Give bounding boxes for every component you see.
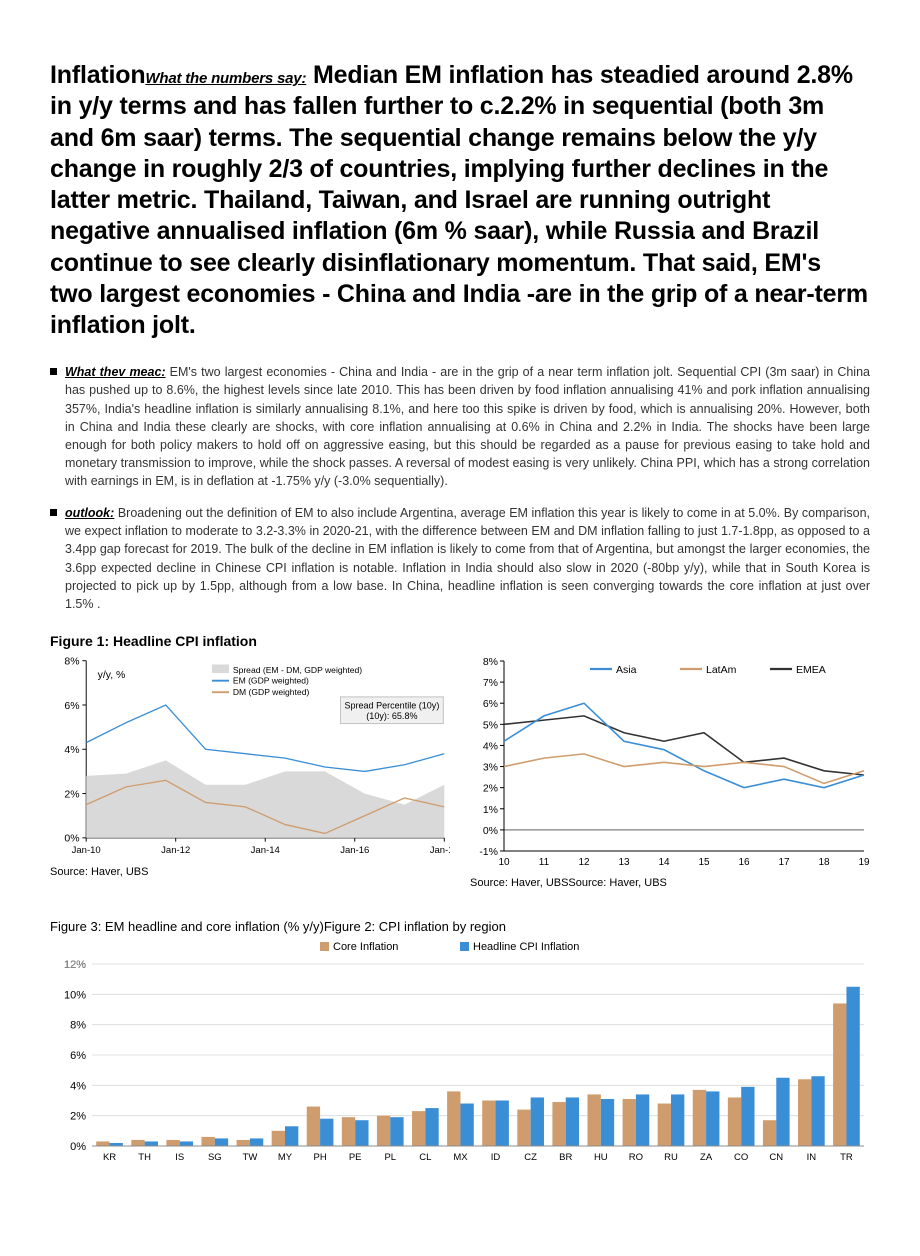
svg-text:Headline CPI Inflation: Headline CPI Inflation	[473, 941, 579, 953]
svg-text:Core Inflation: Core Inflation	[333, 941, 398, 953]
svg-text:15: 15	[698, 857, 710, 868]
svg-text:Jan-12: Jan-12	[161, 845, 190, 856]
headline-tag: What the numbers say:	[145, 70, 306, 87]
headline-block: InflationWhat the numbers say: Median EM…	[50, 60, 870, 341]
figure3-title: Figure 3: EM headline and core inflation…	[50, 919, 870, 936]
svg-text:Spread Percentile (10y): Spread Percentile (10y)	[344, 700, 439, 710]
bullet-text: Broadening out the definition of EM to a…	[65, 506, 870, 611]
headline-body: Median EM inflation has steadied around …	[50, 61, 868, 339]
svg-text:LatAm: LatAm	[706, 664, 737, 676]
svg-text:TW: TW	[243, 1152, 258, 1163]
svg-text:ID: ID	[491, 1152, 501, 1163]
svg-text:Jan-18: Jan-18	[430, 845, 450, 856]
svg-text:PH: PH	[313, 1152, 326, 1163]
svg-text:0%: 0%	[70, 1141, 86, 1153]
svg-text:18: 18	[818, 857, 830, 868]
bullet-body: outlook: Broadening out the definition o…	[65, 504, 870, 613]
svg-text:-1%: -1%	[479, 846, 498, 858]
svg-text:4%: 4%	[483, 740, 498, 752]
svg-text:12: 12	[578, 857, 590, 868]
svg-text:MX: MX	[453, 1152, 468, 1163]
svg-text:CZ: CZ	[524, 1152, 537, 1163]
bullet-body: What thev meac: EM's two largest economi…	[65, 363, 870, 490]
figure1-left-chart: 0% 2% 4% 6% 8% Jan-10 Jan-12 Jan-14 Jan-16 Jan-18…	[50, 655, 450, 865]
svg-text:RU: RU	[664, 1152, 678, 1163]
svg-text:8%: 8%	[64, 656, 79, 667]
svg-text:10%: 10%	[64, 989, 86, 1001]
figure1-right-wrap: -1% 0% 1% 2% 3% 4% 5% 6% 7% 8% 10 11 12 13 14 15 16 17 18 1…	[470, 655, 870, 891]
svg-text:6%: 6%	[64, 701, 79, 712]
svg-text:8%: 8%	[70, 1019, 86, 1031]
svg-text:EMEA: EMEA	[796, 664, 826, 676]
figure3-chart: 0%2%4%6%8%10%12%12%KRTHISSGTWMYPHPEPLCLM…	[50, 936, 870, 1166]
svg-text:0%: 0%	[483, 825, 498, 837]
svg-text:16: 16	[738, 857, 750, 868]
svg-text:ZA: ZA	[700, 1152, 713, 1163]
bullet-text: EM's two largest economies - China and I…	[65, 365, 870, 488]
svg-text:HU: HU	[594, 1152, 608, 1163]
svg-text:4%: 4%	[64, 745, 79, 756]
svg-text:RO: RO	[629, 1152, 643, 1163]
svg-text:2%: 2%	[70, 1110, 86, 1122]
svg-text:17: 17	[778, 857, 790, 868]
svg-text:1%: 1%	[483, 804, 498, 816]
svg-text:7%: 7%	[483, 677, 498, 689]
svg-text:PL: PL	[384, 1152, 396, 1163]
figure1-right-chart: -1% 0% 1% 2% 3% 4% 5% 6% 7% 8% 10 11 12 13 14 15 16 17 18 1…	[470, 655, 870, 875]
svg-text:2%: 2%	[64, 789, 79, 800]
svg-text:BR: BR	[559, 1152, 572, 1163]
headline-prefix: Inflation	[50, 61, 145, 89]
svg-text:Jan-16: Jan-16	[340, 845, 369, 856]
svg-text:CO: CO	[734, 1152, 748, 1163]
svg-text:DM (GDP weighted): DM (GDP weighted)	[233, 687, 310, 697]
svg-text:4%: 4%	[70, 1080, 86, 1092]
svg-text:CL: CL	[419, 1152, 431, 1163]
figure1-left-source: Source: Haver, UBS	[50, 866, 450, 880]
svg-text:3%: 3%	[483, 761, 498, 773]
svg-text:CN: CN	[769, 1152, 783, 1163]
svg-text:Spread (EM - DM, GDP weighted): Spread (EM - DM, GDP weighted)	[233, 665, 362, 675]
svg-text:11: 11	[539, 857, 550, 868]
figure1-title: Figure 1: Headline CPI inflation	[50, 633, 870, 649]
svg-text:Jan-10: Jan-10	[72, 845, 101, 856]
figure3-wrap: 0%2%4%6%8%10%12%12%KRTHISSGTWMYPHPEPLCLM…	[50, 936, 870, 1166]
svg-text:PE: PE	[349, 1152, 362, 1163]
svg-text:MY: MY	[278, 1152, 293, 1163]
svg-text:2%: 2%	[483, 783, 498, 795]
svg-text:EM (GDP weighted): EM (GDP weighted)	[233, 675, 309, 685]
svg-text:12%: 12%	[64, 959, 86, 971]
svg-text:5%: 5%	[483, 719, 498, 731]
svg-text:y/y, %: y/y, %	[98, 670, 126, 681]
svg-text:8%: 8%	[483, 656, 498, 668]
bullet-tag: outlook:	[65, 506, 114, 520]
svg-text:10: 10	[498, 857, 510, 868]
bullet-outlook: outlook: Broadening out the definition o…	[50, 504, 870, 613]
svg-text:Asia: Asia	[616, 664, 637, 676]
figure1-right-source: Source: Haver, UBSSource: Haver, UBS	[470, 877, 870, 891]
svg-text:6%: 6%	[70, 1050, 86, 1062]
svg-text:Jan-14: Jan-14	[251, 845, 281, 856]
bullet-marker-icon	[50, 509, 57, 516]
svg-text:14: 14	[658, 857, 670, 868]
svg-text:0%: 0%	[64, 834, 79, 845]
figure1-row: 0% 2% 4% 6% 8% Jan-10 Jan-12 Jan-14 Jan-16 Jan-18…	[50, 655, 870, 891]
svg-text:TH: TH	[138, 1152, 151, 1163]
svg-text:13: 13	[618, 857, 630, 868]
svg-text:IS: IS	[175, 1152, 184, 1163]
figure1-left-wrap: 0% 2% 4% 6% 8% Jan-10 Jan-12 Jan-14 Jan-16 Jan-18…	[50, 655, 450, 891]
svg-text:19: 19	[858, 857, 870, 868]
svg-text:TR: TR	[840, 1152, 853, 1163]
bullet-tag: What thev meac:	[65, 365, 166, 379]
svg-text:IN: IN	[807, 1152, 817, 1163]
bullet-what-they-mean: What thev meac: EM's two largest economi…	[50, 363, 870, 490]
svg-text:(10y): 65.8%: (10y): 65.8%	[366, 711, 417, 721]
svg-text:KR: KR	[103, 1152, 116, 1163]
bullet-marker-icon	[50, 368, 57, 375]
svg-text:6%: 6%	[483, 698, 498, 710]
svg-text:SG: SG	[208, 1152, 222, 1163]
